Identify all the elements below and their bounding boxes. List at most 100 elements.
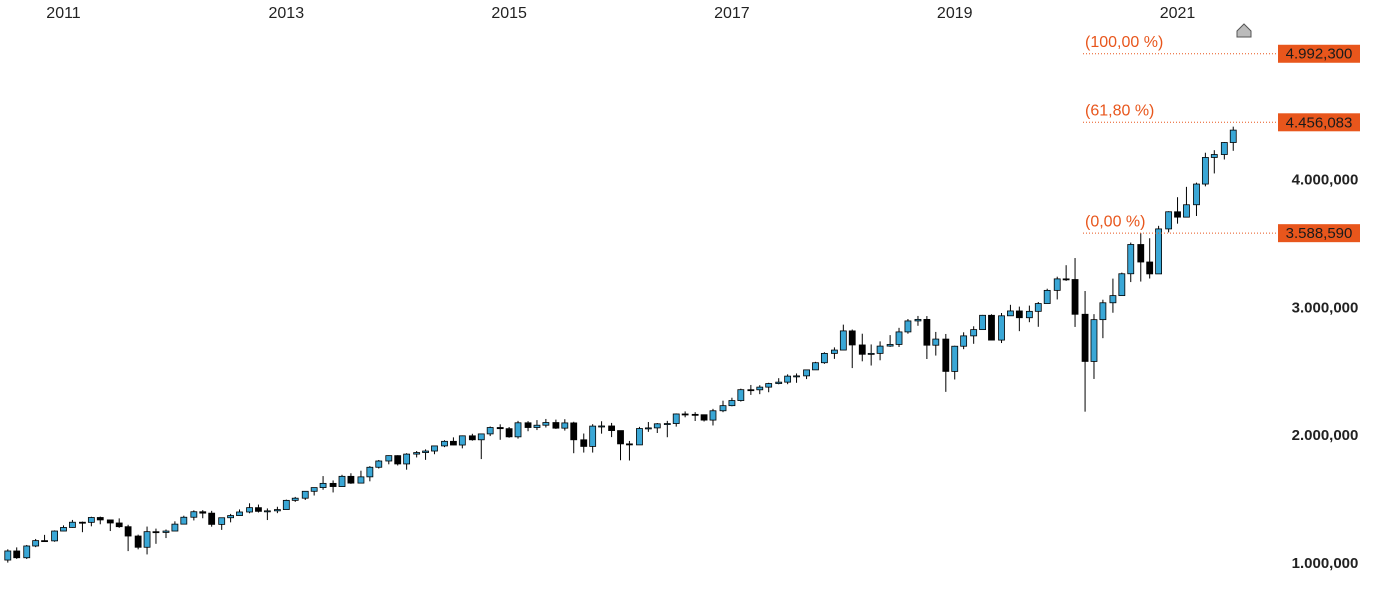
candle-body	[87, 517, 95, 523]
candle-body	[942, 338, 950, 372]
candle-body	[1165, 211, 1173, 230]
fib-level-label: (61,80 %)	[1085, 103, 1154, 120]
candle-body	[1015, 310, 1023, 319]
candle-body	[505, 428, 513, 438]
candle-body	[468, 435, 476, 441]
candle-body	[1193, 183, 1200, 206]
candle-body	[143, 531, 151, 548]
candle-body	[570, 422, 578, 441]
candle-body	[1090, 319, 1098, 362]
candle-body	[310, 487, 318, 492]
candle-body	[803, 369, 810, 377]
candle-body	[839, 330, 847, 351]
candle-body	[273, 509, 281, 512]
candle-body	[988, 314, 995, 341]
candle-body	[319, 482, 327, 488]
candle-body	[357, 476, 365, 484]
x-tick-label: 2017	[714, 5, 750, 22]
candle-body	[672, 413, 680, 424]
candle-body	[486, 427, 494, 435]
candle-body	[960, 335, 968, 347]
candle-body	[756, 386, 764, 391]
fib-value-label: 4.456,083	[1286, 114, 1353, 131]
candle-body	[691, 413, 699, 416]
candle-body	[542, 422, 550, 426]
candle-body	[338, 475, 346, 487]
candle-body	[589, 425, 597, 447]
candle-body	[858, 344, 866, 355]
candle-body	[1034, 303, 1042, 312]
candle-body	[1127, 244, 1135, 275]
candle-body	[1025, 310, 1033, 319]
candle-body	[199, 511, 207, 514]
x-tick-label: 2021	[1160, 5, 1196, 22]
home-icon[interactable]	[1236, 23, 1252, 38]
candle-body	[831, 349, 838, 354]
candle-body	[60, 527, 67, 532]
candle-body	[171, 523, 179, 532]
candle-body	[1118, 273, 1126, 297]
candle-body	[737, 389, 745, 401]
candle-body	[208, 512, 216, 525]
candle-body	[775, 381, 783, 384]
candle-body	[681, 413, 689, 416]
candle-body	[106, 519, 114, 524]
candle-body	[608, 425, 616, 431]
candle-body	[1081, 313, 1089, 362]
candle-body	[1137, 244, 1145, 263]
candle-body	[329, 482, 337, 487]
candle-body	[552, 422, 560, 429]
candle-body	[1099, 302, 1107, 321]
candle-body	[1146, 261, 1154, 275]
candle-body	[1183, 204, 1190, 218]
candle-body	[979, 314, 986, 331]
fib-value-box	[1278, 44, 1360, 63]
candle-body	[970, 329, 978, 337]
candle-body	[291, 497, 299, 501]
y-tick-label: 2.000,000	[1292, 427, 1359, 444]
candle-body	[124, 526, 132, 537]
candle-body	[375, 460, 383, 468]
candle-body	[998, 315, 1005, 341]
candle-body	[496, 427, 504, 430]
candle-body	[636, 428, 643, 446]
candle-body	[709, 410, 717, 421]
y-tick-label: 4.000,000	[1292, 172, 1359, 189]
candle-body	[932, 338, 940, 346]
fib-value-label: 4.992,300	[1286, 46, 1353, 63]
candle-body	[848, 330, 856, 346]
candle-body	[282, 499, 290, 510]
candle-body	[1210, 154, 1218, 158]
candle-body	[561, 422, 569, 429]
y-tick-label: 3.000,000	[1292, 299, 1359, 316]
candle-body	[533, 424, 541, 428]
candle-body	[347, 475, 355, 484]
candle-body	[13, 550, 21, 559]
candle-body	[580, 439, 588, 447]
candle-body	[441, 440, 448, 447]
candle-body	[69, 521, 76, 528]
candle-body	[747, 389, 755, 392]
candle-body	[719, 405, 727, 412]
candle-body	[820, 352, 828, 364]
candle-body	[923, 318, 931, 346]
candle-body	[115, 522, 123, 528]
fib-level-label: (100,00 %)	[1085, 34, 1163, 51]
candle-body	[784, 375, 792, 383]
candle-body	[812, 362, 819, 371]
candle-body	[246, 507, 253, 513]
candle-body	[1053, 278, 1061, 291]
candle-body	[876, 345, 884, 354]
candle-body	[524, 422, 532, 428]
candle-body	[180, 516, 188, 525]
candle-body	[1071, 279, 1079, 315]
candle-body	[1174, 211, 1181, 218]
fib-value-box	[1278, 113, 1360, 132]
candle-body	[51, 530, 58, 542]
candle-body	[914, 318, 922, 322]
candle-body	[394, 455, 402, 465]
fib-level-label: (0,00 %)	[1085, 213, 1145, 230]
candle-body	[895, 331, 903, 345]
candle-body	[385, 455, 393, 462]
